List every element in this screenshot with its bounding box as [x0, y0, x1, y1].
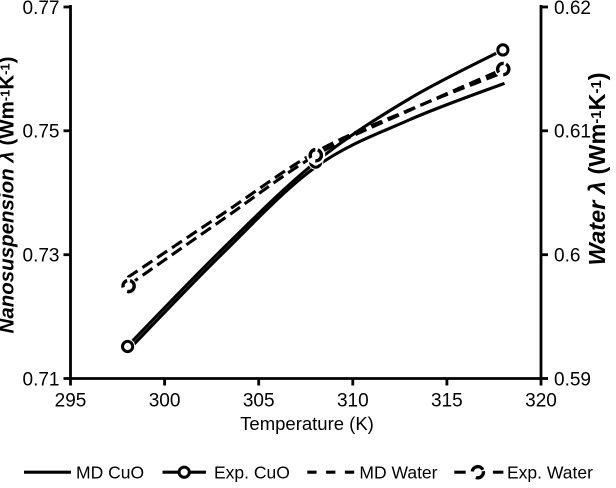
svg-text:Nanosuspension λ (Wm-1K-1): Nanosuspension λ (Wm-1K-1) — [0, 57, 19, 334]
svg-text:295: 295 — [55, 391, 87, 412]
svg-text:0.77: 0.77 — [23, 0, 60, 19]
svg-text:305: 305 — [243, 391, 275, 412]
svg-text:MD Water: MD Water — [359, 462, 437, 482]
svg-text:MD CuO: MD CuO — [76, 462, 144, 482]
svg-text:0.61: 0.61 — [554, 122, 591, 143]
svg-text:Temperature (K): Temperature (K) — [240, 413, 374, 434]
svg-text:0.73: 0.73 — [23, 246, 60, 267]
svg-text:Exp. Water: Exp. Water — [507, 462, 593, 482]
svg-text:0.62: 0.62 — [554, 0, 591, 19]
svg-text:320: 320 — [525, 391, 557, 412]
svg-text:0.6: 0.6 — [554, 246, 580, 267]
svg-text:315: 315 — [431, 391, 463, 412]
svg-text:310: 310 — [337, 391, 369, 412]
svg-text:300: 300 — [149, 391, 181, 412]
svg-text:0.75: 0.75 — [23, 122, 60, 143]
svg-text:Water λ (Wm-1K-1): Water λ (Wm-1K-1) — [584, 72, 610, 265]
svg-text:Exp. CuO: Exp. CuO — [214, 462, 290, 482]
svg-text:0.59: 0.59 — [554, 369, 591, 390]
svg-text:0.71: 0.71 — [23, 369, 60, 390]
